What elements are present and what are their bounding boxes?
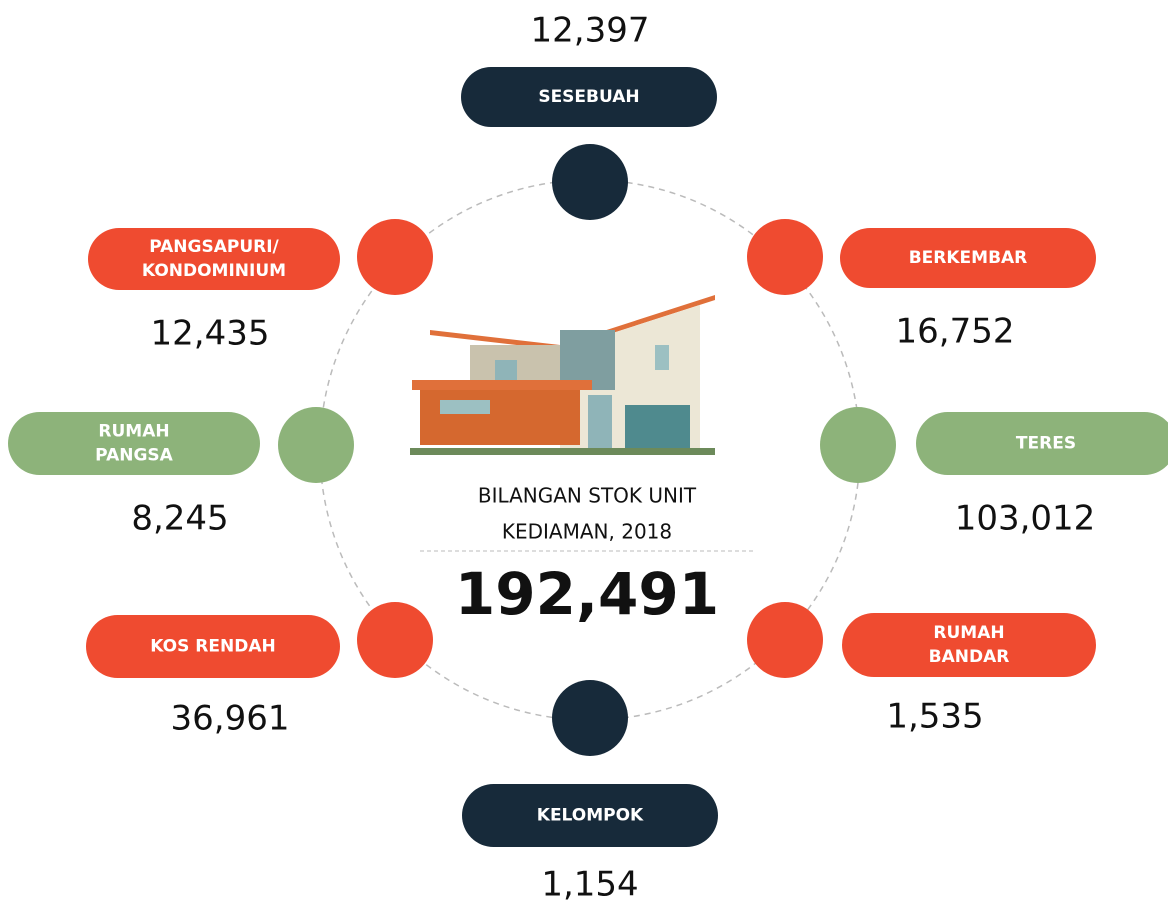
node-dot (552, 144, 628, 220)
node-dot (278, 407, 354, 483)
node-pill (462, 784, 718, 847)
node-value: 12,435 (151, 314, 270, 354)
node-label: RUMAH (933, 623, 1004, 643)
node-pill (461, 67, 717, 127)
node-value: 36,961 (171, 699, 290, 739)
node-dot (552, 680, 628, 756)
node-label: KOS RENDAH (150, 637, 275, 657)
node-label: PANGSAPURI/ (149, 237, 279, 257)
node-value: 103,012 (955, 499, 1096, 539)
node-value: 1,535 (886, 697, 983, 737)
node-pill (840, 228, 1096, 288)
node-pill (842, 613, 1096, 677)
node-label: RUMAH (98, 422, 169, 442)
house (410, 295, 715, 455)
node-value: 1,154 (541, 865, 638, 905)
node-label: KELOMPOK (537, 806, 644, 826)
node-value: 8,245 (131, 499, 228, 539)
node-label: BERKEMBAR (909, 248, 1028, 268)
node-pill (88, 228, 340, 290)
node-value: 12,397 (531, 11, 650, 51)
node-pill (86, 615, 340, 678)
node-pill (916, 412, 1168, 475)
node-label: KONDOMINIUM (142, 261, 286, 281)
center-title: KEDIAMAN, 2018 (502, 520, 672, 544)
node-dot (357, 602, 433, 678)
node-label: PANGSA (95, 446, 173, 466)
node-dot (747, 219, 823, 295)
node-dot (747, 602, 823, 678)
center-title: BILANGAN STOK UNIT (478, 484, 697, 508)
node-pill (8, 412, 260, 475)
node-label: TERES (1016, 434, 1076, 454)
center-total: 192,491 (455, 560, 719, 628)
node-value: 16,752 (896, 312, 1015, 352)
node-label: BANDAR (929, 647, 1010, 667)
node-dot (820, 407, 896, 483)
node-label: SESEBUAH (538, 87, 639, 107)
node-dot (357, 219, 433, 295)
